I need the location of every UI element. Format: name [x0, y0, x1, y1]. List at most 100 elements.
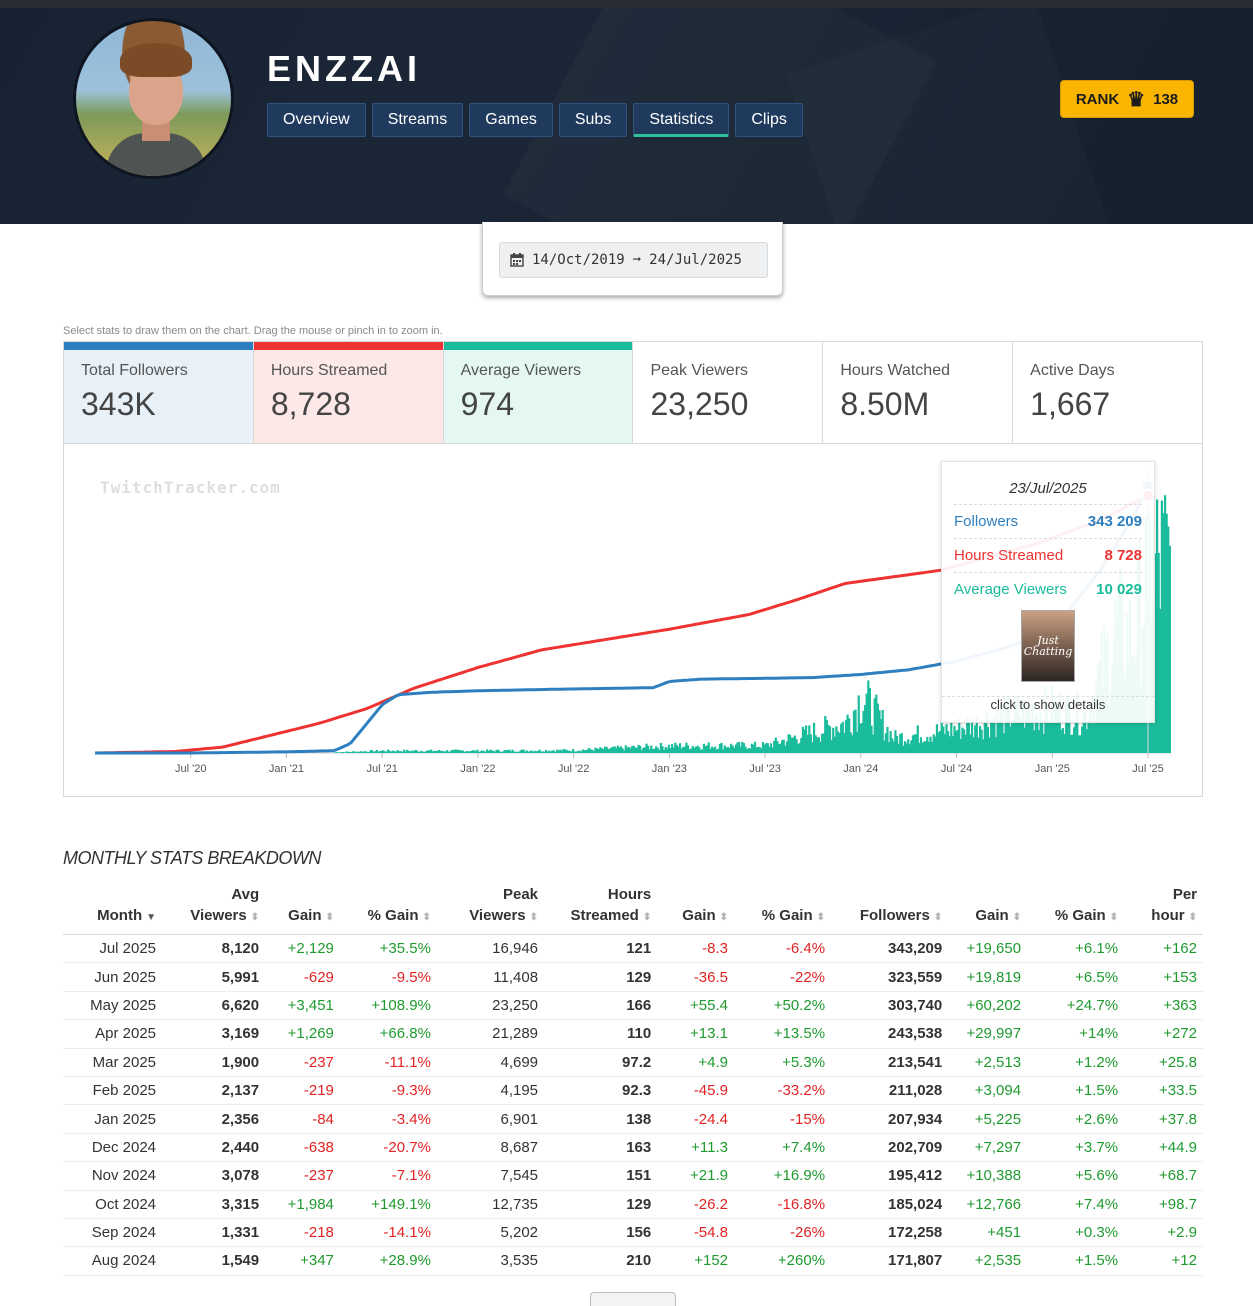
column-header[interactable]: % Gain⬍: [1027, 884, 1124, 935]
sort-icon: ⬍: [934, 912, 942, 923]
table-cell: 243,538: [831, 1020, 948, 1048]
channel-avatar[interactable]: [73, 18, 234, 179]
month-cell: Oct 2024: [63, 1190, 162, 1218]
tab-statistics[interactable]: Statistics: [633, 103, 729, 137]
date-range-picker[interactable]: 14/Oct/2019 ➞ 24/Jul/2025: [499, 242, 768, 278]
table-cell: -237: [265, 1048, 340, 1076]
tab-subs[interactable]: Subs: [559, 103, 627, 137]
chart-tooltip[interactable]: 23/Jul/2025 Followers 343 209 Hours Stre…: [941, 461, 1155, 723]
stat-card-active-days[interactable]: Active Days 1,667: [1013, 342, 1202, 443]
table-cell: +108.9%: [340, 991, 437, 1019]
rank-badge[interactable]: RANK ♛ 138: [1060, 80, 1194, 118]
x-tick-label: Jul '25: [1132, 763, 1163, 775]
table-cell: 4,195: [437, 1076, 544, 1104]
table-cell: 8,687: [437, 1133, 544, 1161]
stat-card-peak-viewers[interactable]: Peak Viewers 23,250: [633, 342, 823, 443]
column-header-line1: [740, 884, 825, 905]
table-cell: +4.9: [657, 1048, 734, 1076]
tab-clips[interactable]: Clips: [735, 103, 803, 137]
month-cell: Dec 2024: [63, 1133, 162, 1161]
stat-card-hours-watched[interactable]: Hours Watched 8.50M: [823, 342, 1013, 443]
tooltip-label: Hours Streamed: [954, 547, 1063, 564]
column-header-line1: [69, 884, 156, 905]
game-thumbnail[interactable]: Just Chatting: [1021, 610, 1075, 682]
table-cell: -218: [265, 1218, 340, 1246]
viewers-bar: [1169, 546, 1171, 753]
table-cell: +2,129: [265, 935, 340, 963]
date-end: 24/Jul/2025: [649, 252, 742, 268]
table-cell: 171,807: [831, 1247, 948, 1275]
column-header-line2: Viewers⬍: [168, 905, 259, 928]
table-cell: +66.8%: [340, 1020, 437, 1048]
stat-card-followers[interactable]: Total Followers 343K: [64, 342, 254, 443]
column-header[interactable]: Gain⬍: [948, 884, 1027, 935]
table-cell: -16.8%: [734, 1190, 831, 1218]
table-cell: +50.2%: [734, 991, 831, 1019]
column-header-line2: Gain⬍: [663, 905, 728, 928]
arrow-right-icon: ➞: [633, 252, 641, 268]
month-cell: Sep 2024: [63, 1218, 162, 1246]
tooltip-label: Followers: [954, 513, 1018, 530]
column-header[interactable]: Month▼: [63, 884, 162, 935]
month-cell: Mar 2025: [63, 1048, 162, 1076]
sort-icon: ⬍: [720, 912, 728, 923]
tab-streams[interactable]: Streams: [372, 103, 464, 137]
month-cell: Jul 2025: [63, 935, 162, 963]
column-header-label: hour: [1151, 907, 1184, 924]
date-range-panel: 14/Oct/2019 ➞ 24/Jul/2025: [482, 222, 783, 296]
table-cell: +363: [1124, 991, 1203, 1019]
column-header[interactable]: % Gain⬍: [340, 884, 437, 935]
table-cell: +98.7: [1124, 1190, 1203, 1218]
table-cell: 121: [544, 935, 657, 963]
table-cell: -15%: [734, 1105, 831, 1133]
load-more-button[interactable]: [590, 1292, 676, 1306]
table-cell: 303,740: [831, 991, 948, 1019]
x-tick-label: Jan '21: [269, 763, 304, 775]
table-cell: +25.8: [1124, 1048, 1203, 1076]
table-cell: +3,094: [948, 1076, 1027, 1104]
stat-card-average-viewers[interactable]: Average Viewers 974: [444, 342, 634, 443]
table-cell: +60,202: [948, 991, 1027, 1019]
column-header[interactable]: Gain⬍: [265, 884, 340, 935]
browser-top-strip: [0, 0, 1253, 8]
table-cell: -26%: [734, 1218, 831, 1246]
table-cell: +2.6%: [1027, 1105, 1124, 1133]
table-cell: 3,315: [162, 1190, 265, 1218]
x-tick-label: Jul '20: [175, 763, 206, 775]
calendar-icon: [510, 253, 524, 267]
table-cell: +29,997: [948, 1020, 1027, 1048]
column-header-line2: % Gain⬍: [1033, 905, 1118, 928]
table-cell: 207,934: [831, 1105, 948, 1133]
table-cell: +3.7%: [1027, 1133, 1124, 1161]
month-cell: May 2025: [63, 991, 162, 1019]
column-header[interactable]: % Gain⬍: [734, 884, 831, 935]
table-cell: -8.3: [657, 935, 734, 963]
column-header[interactable]: Followers⬍: [831, 884, 948, 935]
table-cell: 1,900: [162, 1048, 265, 1076]
tab-games[interactable]: Games: [469, 103, 553, 137]
column-header-line1: [271, 884, 334, 905]
table-cell: +1.5%: [1027, 1076, 1124, 1104]
stat-card-color-bar: [254, 342, 443, 350]
table-cell: 129: [544, 1190, 657, 1218]
rank-value: 138: [1153, 91, 1178, 108]
tooltip-details-link[interactable]: click to show details: [942, 696, 1154, 712]
x-tick-label: Jul '24: [941, 763, 972, 775]
tooltip-value: 8 728: [1104, 547, 1142, 564]
table-cell: 323,559: [831, 963, 948, 991]
table-cell: +11.3: [657, 1133, 734, 1161]
table-cell: 8,120: [162, 935, 265, 963]
tab-overview[interactable]: Overview: [267, 103, 366, 137]
stat-card-hours-streamed[interactable]: Hours Streamed 8,728: [254, 342, 444, 443]
column-header[interactable]: Gain⬍: [657, 884, 734, 935]
column-header-line2: Month▼: [69, 905, 156, 928]
stat-card-value: 343K: [81, 386, 156, 423]
table-cell: +44.9: [1124, 1133, 1203, 1161]
table-cell: 23,250: [437, 991, 544, 1019]
sort-icon: ⬍: [1189, 912, 1197, 923]
